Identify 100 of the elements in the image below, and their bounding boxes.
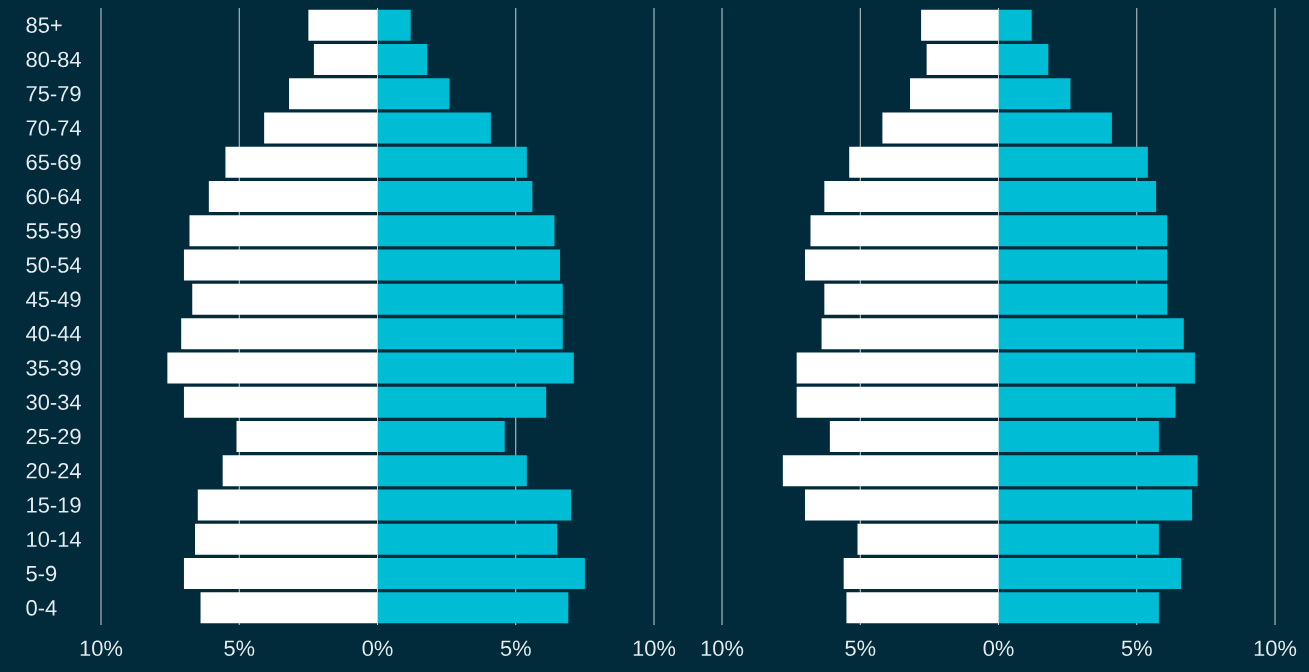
bar: [804, 489, 999, 521]
bar: [377, 146, 527, 178]
bar: [998, 489, 1193, 521]
bar: [197, 489, 378, 521]
y-tick-label: 40-44: [26, 325, 81, 342]
bar: [998, 249, 1168, 281]
y-tick-label: 60-64: [26, 188, 81, 205]
bar: [926, 43, 999, 75]
bar: [998, 9, 1032, 41]
bar: [882, 112, 999, 144]
y-tick-label: 65-69: [26, 154, 81, 171]
bar: [192, 283, 378, 315]
y-tick-label: 0-4: [26, 600, 57, 616]
bar: [313, 43, 378, 75]
bar: [910, 78, 999, 110]
y-tick-label: 20-24: [26, 462, 81, 479]
bar: [810, 215, 999, 247]
bar: [308, 9, 378, 41]
bar: [998, 283, 1168, 315]
bar: [821, 318, 999, 350]
bar: [857, 523, 999, 555]
bar: [289, 78, 378, 110]
bar: [846, 592, 999, 624]
x-tick-label: 0%: [983, 640, 1014, 657]
bar: [377, 215, 555, 247]
bar: [183, 386, 378, 418]
bar: [195, 523, 378, 555]
bar: [998, 215, 1168, 247]
bar: [208, 181, 378, 213]
y-tick-label: 30-34: [26, 394, 81, 410]
y-tick-label: 35-39: [26, 360, 81, 376]
y-tick-label: 85+: [26, 17, 62, 33]
x-tick-label: 5%: [500, 640, 531, 656]
bar: [189, 215, 378, 247]
y-tick-label: 10-14: [27, 531, 81, 548]
y-tick-label: 25-29: [26, 428, 81, 445]
bar: [377, 112, 491, 144]
bar: [998, 318, 1184, 350]
bar: [849, 146, 999, 178]
bar: [998, 523, 1159, 555]
bar: [998, 146, 1148, 178]
y-tick-label: 50-54: [26, 257, 81, 273]
bar: [998, 78, 1071, 110]
bar: [377, 318, 563, 350]
x-tick-label: 5%: [1121, 640, 1152, 656]
bar: [824, 283, 999, 315]
bar: [998, 455, 1198, 487]
bar: [225, 146, 378, 178]
bar: [181, 318, 378, 350]
bar: [377, 420, 505, 452]
bar: [377, 181, 533, 213]
y-tick-label: 75-79: [26, 85, 81, 102]
bar: [377, 592, 569, 624]
bar: [998, 181, 1157, 213]
y-tick-label: 45-49: [26, 291, 81, 308]
x-tick-label: 0%: [362, 640, 393, 657]
bar: [183, 558, 378, 590]
bar: [796, 386, 999, 418]
bar: [377, 386, 547, 418]
bar: [377, 283, 563, 315]
x-tick-label: 10%: [633, 640, 676, 657]
bar: [998, 420, 1159, 452]
bar: [998, 386, 1176, 418]
bar: [236, 420, 378, 452]
bar: [998, 43, 1049, 75]
bar: [998, 112, 1112, 144]
x-tick-label: 10%: [701, 640, 744, 657]
y-tick-label: 55-59: [26, 223, 81, 239]
y-tick-label: 15-19: [27, 497, 81, 513]
bar: [804, 249, 999, 281]
bar: [377, 78, 450, 110]
bar: [183, 249, 378, 281]
bar: [377, 9, 411, 41]
bar: [998, 352, 1195, 384]
bar: [998, 558, 1182, 590]
x-tick-label: 5%: [845, 640, 876, 656]
bar: [824, 181, 999, 213]
bar: [998, 592, 1159, 624]
y-tick-label: 5-9: [26, 565, 57, 582]
bar: [377, 558, 585, 590]
bar: [843, 558, 999, 590]
bar: [377, 43, 428, 75]
bar: [377, 352, 574, 384]
bar: [921, 9, 999, 41]
bar: [829, 420, 999, 452]
bar: [377, 249, 560, 281]
x-tick-label: 5%: [224, 640, 255, 656]
bar: [377, 455, 527, 487]
bar: [200, 592, 378, 624]
bar: [222, 455, 378, 487]
bar: [377, 523, 558, 555]
bar: [167, 352, 378, 384]
bar: [782, 455, 999, 487]
x-tick-label: 10%: [1254, 640, 1297, 657]
y-tick-label: 80-84: [26, 51, 81, 68]
y-tick-label: 70-74: [26, 120, 81, 136]
x-tick-label: 10%: [80, 640, 123, 657]
bar: [796, 352, 999, 384]
bar: [264, 112, 378, 144]
bar: [377, 489, 572, 521]
